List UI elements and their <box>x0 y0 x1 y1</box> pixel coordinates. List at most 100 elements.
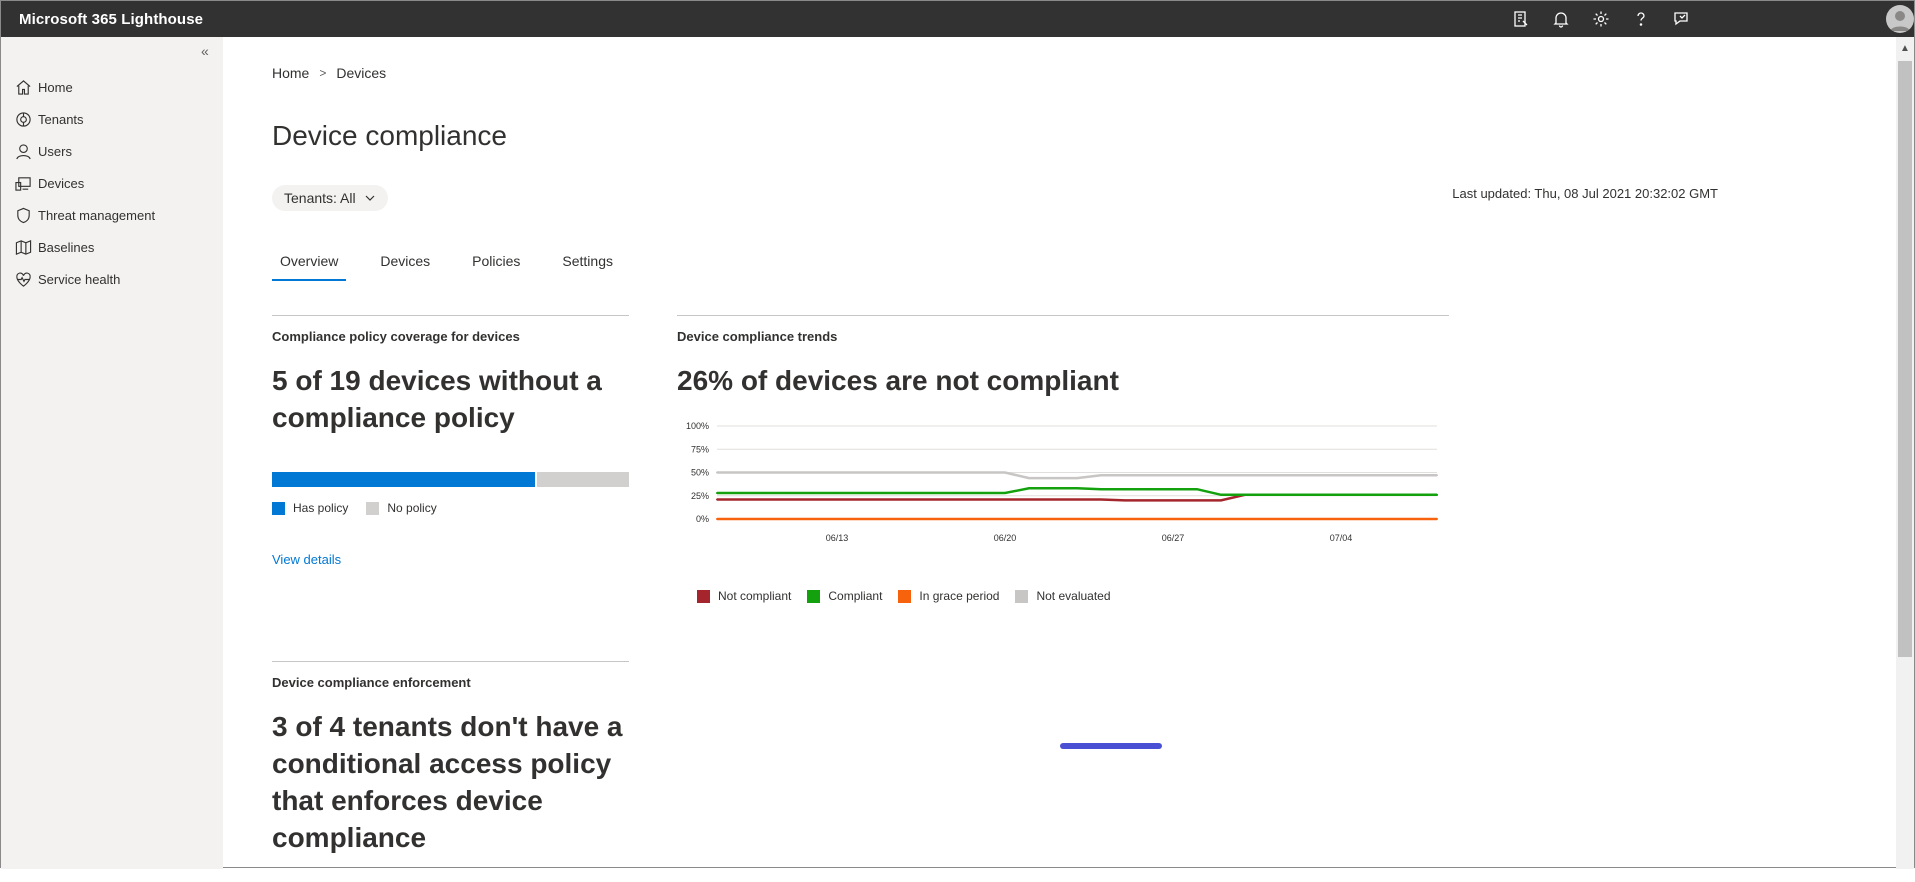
coverage-card-headline: 5 of 19 devices without a compliance pol… <box>272 365 602 433</box>
tab-settings[interactable]: Settings <box>562 253 613 269</box>
sidebar-item-users[interactable]: Users <box>1 135 223 167</box>
help-icon[interactable] <box>1621 1 1661 37</box>
legend-item[interactable]: Compliant <box>807 589 882 603</box>
legend-item[interactable]: Not evaluated <box>1015 589 1111 603</box>
data-point <box>1340 493 1342 496</box>
data-point <box>716 471 718 474</box>
data-point <box>1076 518 1078 520</box>
sidebar-item-threat-management[interactable]: Threat management <box>1 199 223 231</box>
legend-swatch <box>366 501 380 515</box>
app-title[interactable]: Microsoft 365 Lighthouse <box>19 10 204 28</box>
data-point <box>812 491 814 494</box>
sidebar-item-tenants[interactable]: Tenants <box>1 103 223 135</box>
data-point <box>1364 493 1366 496</box>
data-point <box>956 471 958 474</box>
clipboard-icon[interactable] <box>1501 1 1541 37</box>
legend-item[interactable]: In grace period <box>898 589 999 603</box>
sidebar-item-service-health[interactable]: Service health <box>1 263 223 295</box>
data-point <box>716 498 718 501</box>
legend-item[interactable]: Not compliant <box>697 589 791 603</box>
enforcement-card-title: Device compliance enforcement <box>272 675 471 690</box>
data-point <box>980 518 982 520</box>
avatar[interactable] <box>1886 5 1914 33</box>
page-scrollbar[interactable]: ▲ <box>1896 37 1914 869</box>
tab-policies[interactable]: Policies <box>472 253 521 269</box>
legend-no-policy: No policy <box>366 501 437 515</box>
x-tick-label: 06/27 <box>1162 533 1185 543</box>
y-tick-label: 100% <box>686 421 709 431</box>
data-point <box>1124 518 1126 520</box>
data-point <box>860 498 862 501</box>
gear-icon[interactable] <box>1581 1 1621 37</box>
data-point <box>1364 474 1366 477</box>
data-point <box>764 518 766 520</box>
trends-chart-svg: 100% 75% 50% 25% 0% 06/13 06/20 06/27 07/04 <box>686 421 1438 543</box>
scroll-thumb[interactable] <box>1898 61 1912 657</box>
data-point <box>1196 488 1198 491</box>
sidebar-item-home[interactable]: Home <box>1 71 223 103</box>
sidebar-item-label: Service health <box>38 271 121 287</box>
data-point <box>1124 488 1126 491</box>
data-point <box>1076 498 1078 501</box>
data-point <box>956 518 958 520</box>
top-bar: Microsoft 365 Lighthouse <box>1 1 1914 37</box>
data-point <box>764 471 766 474</box>
sidebar-item-label: Devices <box>38 175 85 191</box>
sidebar-item-devices[interactable]: Devices <box>1 167 223 199</box>
breadcrumb-home[interactable]: Home <box>272 65 310 81</box>
home-icon <box>14 78 32 96</box>
data-point <box>1436 493 1438 496</box>
data-point <box>788 471 790 474</box>
data-point <box>1124 499 1126 502</box>
tab-devices[interactable]: Devices <box>380 253 431 269</box>
trends-card-headline: 26% of devices are not compliant <box>677 365 1119 396</box>
data-point <box>1412 518 1414 520</box>
sidebar-item-label: Tenants <box>38 111 84 127</box>
legend-swatch <box>1015 589 1029 603</box>
view-details-link[interactable]: View details <box>272 552 342 567</box>
policy-coverage-bar <box>272 472 629 487</box>
data-point <box>1340 518 1342 520</box>
data-point <box>1436 518 1438 520</box>
legend-swatch <box>807 589 821 603</box>
data-point <box>860 518 862 520</box>
feedback-icon[interactable] <box>1661 1 1701 37</box>
data-point <box>1388 474 1390 477</box>
data-point <box>860 471 862 474</box>
data-point <box>932 491 934 494</box>
tenants-filter[interactable]: Tenants: All <box>272 185 388 211</box>
tenants-filter-label: Tenants: All <box>284 190 356 206</box>
data-point <box>1244 493 1246 496</box>
legend-label: Compliant <box>828 589 883 603</box>
y-tick-label: 50% <box>691 468 709 478</box>
data-point <box>908 498 910 501</box>
data-point <box>1412 493 1414 496</box>
data-point <box>1436 474 1438 477</box>
data-point <box>884 498 886 501</box>
enforcement-card-headline: 3 of 4 tenants don't have a conditional … <box>272 711 623 853</box>
sidebar-item-baselines[interactable]: Baselines <box>1 231 223 263</box>
has-policy-segment <box>272 472 535 487</box>
data-point <box>1004 498 1006 501</box>
data-point <box>1220 499 1222 502</box>
y-tick-label: 75% <box>691 444 709 454</box>
heart-icon <box>14 270 32 288</box>
data-point <box>1148 474 1150 477</box>
data-point <box>1292 493 1294 496</box>
data-point <box>788 498 790 501</box>
scroll-up-icon[interactable]: ▲ <box>1900 43 1910 54</box>
tab-overview[interactable]: Overview <box>272 253 347 281</box>
data-point <box>1316 474 1318 477</box>
data-point <box>1388 493 1390 496</box>
data-point <box>1268 493 1270 496</box>
data-point <box>1052 477 1054 480</box>
data-point <box>1172 474 1174 477</box>
coverage-legend: Has policy No policy <box>272 501 455 515</box>
bell-icon[interactable] <box>1541 1 1581 37</box>
data-point <box>980 498 982 501</box>
data-point <box>1148 499 1150 502</box>
data-point <box>1220 518 1222 520</box>
data-point <box>740 471 742 474</box>
collapse-nav-icon[interactable]: « <box>201 43 209 59</box>
tenants-icon <box>14 110 32 128</box>
